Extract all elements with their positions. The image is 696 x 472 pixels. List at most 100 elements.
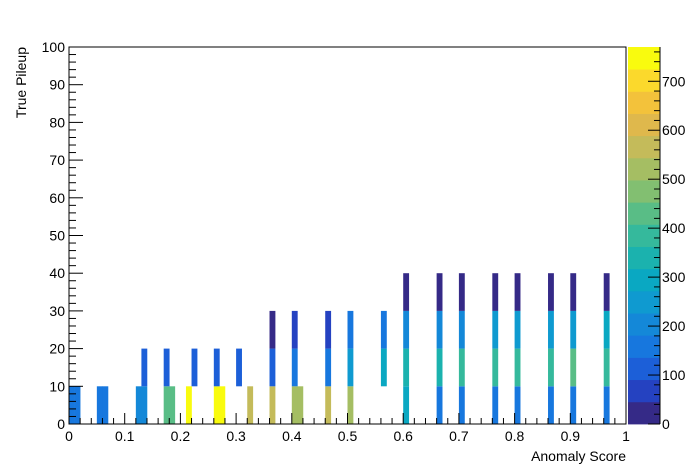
- heatmap-cell: [570, 310, 577, 349]
- colorbar-swatch: [628, 313, 660, 336]
- colorbar-swatch: [628, 268, 660, 292]
- heatmap-cell: [436, 386, 443, 424]
- colorbar: 0 100 200 300 400 500 600 700: [628, 47, 686, 432]
- heatmap-cell: [291, 310, 298, 349]
- heatmap-cell: [458, 310, 465, 349]
- colorbar-tick-label: 700: [662, 73, 686, 89]
- heatmap-cell: [325, 310, 332, 349]
- colorbar-swatch: [628, 113, 660, 137]
- heatmap-cell: [141, 386, 148, 424]
- y-tick-label: 70: [49, 152, 65, 168]
- colorbar-swatch: [628, 401, 660, 425]
- colorbar-tick-label: 300: [662, 269, 686, 285]
- heatmap-cell: [603, 386, 610, 424]
- heatmap-cell: [603, 273, 610, 311]
- heatmap-cell: [492, 386, 499, 424]
- heatmap-cell: [492, 273, 499, 311]
- heatmap-cell: [141, 348, 148, 387]
- heatmap-cell: [236, 348, 242, 387]
- colorbar-tick-label: 0: [662, 416, 670, 432]
- colorbar-swatch: [628, 47, 660, 70]
- heatmap-cell: [403, 386, 410, 424]
- y-tick-label: 90: [49, 77, 65, 93]
- heatmap-cell: [347, 348, 354, 387]
- x-tick-label: 1: [622, 428, 630, 444]
- y-tick-label: 0: [57, 416, 65, 432]
- heatmap-cell: [548, 273, 554, 311]
- heatmap-cell: [269, 310, 276, 349]
- colorbar-swatch: [628, 224, 660, 247]
- heatmap-cell: [570, 273, 577, 311]
- colorbar-swatch: [628, 180, 660, 203]
- heatmap-cell: [380, 310, 387, 349]
- heatmap-cell: [570, 386, 577, 424]
- heatmap-cell: [514, 348, 521, 387]
- heatmap-cell: [492, 310, 499, 349]
- x-tick-label: 0: [65, 428, 73, 444]
- x-axis-title: Anomaly Score: [531, 448, 626, 464]
- heatmap-cell: [603, 348, 610, 387]
- heatmap-cell: [325, 386, 332, 424]
- colorbar-tick-label: 600: [662, 122, 686, 138]
- colorbar-swatch: [628, 202, 660, 225]
- colorbar-swatch: [628, 379, 660, 403]
- heatmap-cell: [291, 348, 298, 387]
- y-tick-label: 60: [49, 190, 65, 206]
- heatmap-cell: [102, 386, 109, 424]
- colorbar-swatch: [628, 335, 660, 358]
- heatmap-cell: [74, 386, 81, 424]
- colorbar-swatch: [628, 69, 660, 92]
- heatmap-cell: [347, 386, 354, 424]
- heatmap-cell: [69, 386, 75, 424]
- x-tick-label: 0.6: [393, 428, 413, 444]
- heatmap-cell: [514, 386, 521, 424]
- heatmap-cell: [247, 386, 254, 424]
- x-tick-label: 0.1: [115, 428, 135, 444]
- colorbar-tick-label: 500: [662, 171, 686, 187]
- heatmap-cell: [269, 386, 276, 424]
- colorbar-tick-label: 100: [662, 367, 686, 383]
- heatmap-cell: [380, 348, 387, 387]
- heatmap-cell: [514, 273, 521, 311]
- heatmap-cell: [403, 310, 410, 349]
- colorbar-swatch: [628, 357, 660, 381]
- heatmap-cell: [163, 386, 170, 424]
- colorbar-swatch: [628, 246, 660, 270]
- y-tick-label: 100: [42, 39, 66, 55]
- heatmap-cell: [458, 273, 465, 311]
- heatmap-cell: [191, 348, 198, 387]
- heatmap-cell: [96, 386, 103, 424]
- y-tick-label: 80: [49, 114, 65, 130]
- heatmap-cell: [458, 348, 465, 387]
- heatmap-cells: [69, 273, 610, 424]
- heatmap-cell: [291, 386, 298, 424]
- heatmap-cell: [213, 386, 220, 424]
- x-tick-label: 0.8: [505, 428, 525, 444]
- x-tick-label: 0.2: [171, 428, 191, 444]
- heatmap-cell: [219, 386, 226, 424]
- y-tick-label: 10: [49, 378, 65, 394]
- heatmap-cell: [436, 348, 443, 387]
- heatmap-cell: [548, 386, 554, 424]
- colorbar-swatch: [628, 290, 660, 314]
- x-tick-label: 0.5: [338, 428, 358, 444]
- heatmap-cell: [548, 348, 554, 387]
- heatmap-cell: [169, 386, 176, 424]
- heatmap-cell: [135, 386, 142, 424]
- y-tick-label: 30: [49, 303, 65, 319]
- y-tick-label: 50: [49, 228, 65, 244]
- y-axis: 0 10 20 30 40 50 60 70 80 90 100: [42, 39, 83, 432]
- heatmap-cell: [213, 348, 220, 387]
- x-tick-label: 0.3: [226, 428, 246, 444]
- heatmap-cell: [458, 386, 465, 424]
- heatmap-cell: [403, 348, 410, 387]
- heatmap-cell: [436, 310, 443, 349]
- heatmap-cell: [347, 310, 354, 349]
- colorbar-swatch: [628, 91, 660, 114]
- heatmap-cell: [492, 348, 499, 387]
- heatmap-cell: [603, 310, 610, 349]
- x-tick-label: 0.9: [561, 428, 581, 444]
- y-axis-title: True Pileup: [13, 47, 29, 118]
- x-tick-label: 0.4: [282, 428, 302, 444]
- colorbar-swatch: [628, 157, 660, 181]
